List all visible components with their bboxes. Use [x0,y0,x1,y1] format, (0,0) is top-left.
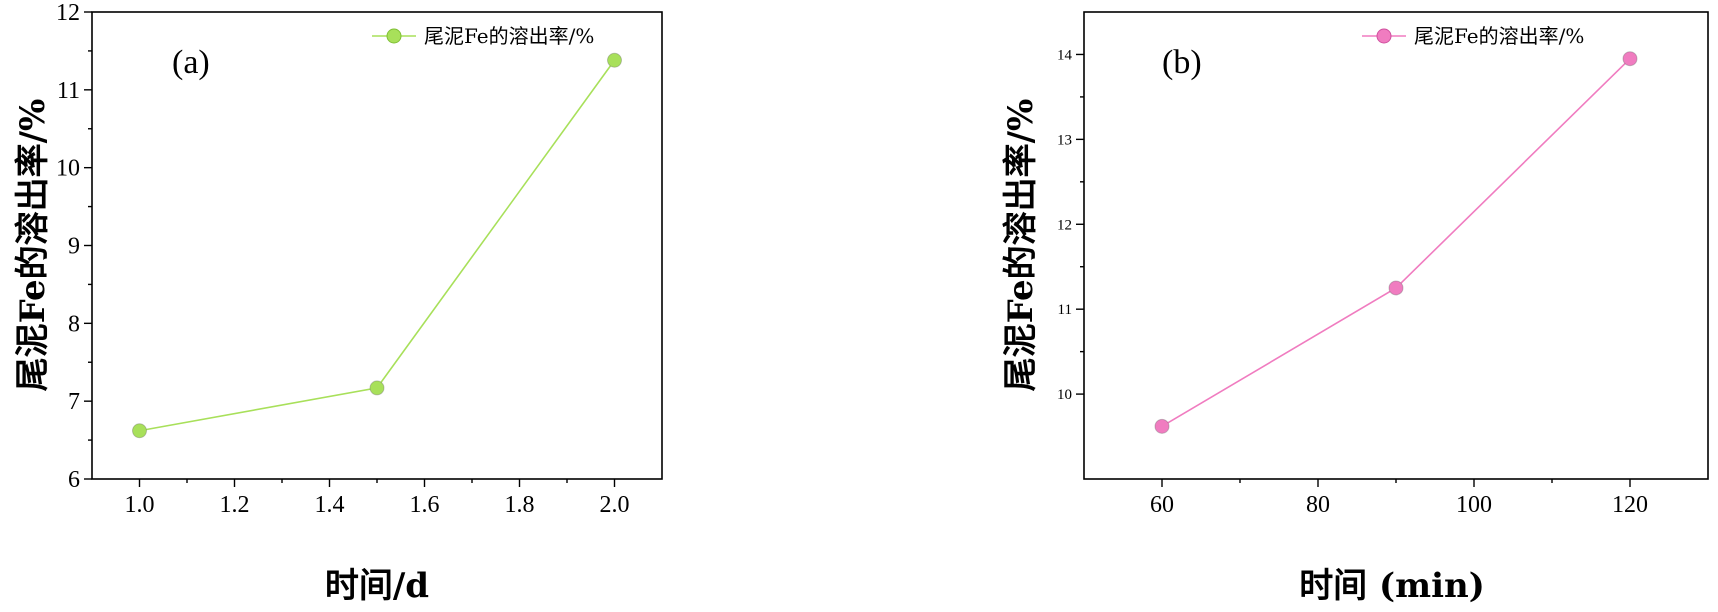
chart-b-y-tick-label-1: 11 [1058,302,1072,318]
chart-a-point-0 [132,423,147,439]
chart-a-y-tick-label-4: 10 [56,156,80,182]
chart-a-x-axis-label: 时间/d [325,566,429,606]
chart-a-legend: 尾泥Fe的溶出率/% [372,24,594,48]
chart-a-x-tick-label-3: 1.6 [410,492,440,518]
chart-b-y-axis-label: 尾泥Fe的溶出率/% [1001,99,1041,392]
chart-b-legend-marker [1376,28,1392,44]
chart-b-y-tick-label-3: 13 [1057,132,1072,148]
chart-a-plot-frame [91,11,663,480]
chart-a-y-tick-label-2: 8 [68,311,80,337]
chart-a-x-tick-label-1: 1.2 [220,492,250,518]
chart-a-y-tick-label-6: 12 [56,0,80,26]
chart-b-plot-frame [1083,11,1709,480]
chart-b-panel-label: (b) [1162,44,1202,81]
chart-a-y-tick-label-5: 11 [57,78,80,104]
chart-a-y-tick-label-0: 6 [68,467,80,493]
chart-a-point-2 [607,52,622,68]
chart-b-point-1 [1388,280,1404,296]
chart-a-legend-label: 尾泥Fe的溶出率/% [424,24,594,48]
chart-b-point-0 [1154,418,1170,434]
chart-a-y-tick-label-1: 7 [68,389,80,415]
chart-a-x-tick-label-4: 1.8 [505,492,535,518]
chart-a-x-tick-label-2: 1.4 [315,492,345,518]
chart-b: (b) 时间 (min) 尾泥Fe的溶出率/% 尾泥Fe的溶出率/% 60 80 1… [1001,11,1709,606]
chart-a-x-tick-label-5: 2.0 [600,492,630,518]
chart-b-y-tick-label-2: 12 [1057,217,1072,233]
chart-a-y-tick-label-3: 9 [68,234,80,260]
chart-a-point-1 [369,380,385,396]
chart-a-panel-label: (a) [172,44,210,81]
chart-b-series-line-0 [1161,58,1631,428]
chart-a-series-line-0 [139,59,616,432]
chart-b-x-axis-label: 时间 (min) [1299,566,1485,606]
chart-b-legend: 尾泥Fe的溶出率/% [1362,24,1584,48]
chart-b-x-tick-label-0: 60 [1150,492,1174,518]
chart-b-x-tick-label-1: 80 [1306,492,1330,518]
chart-b-point-2 [1622,51,1638,67]
chart-a-y-axis-label: 尾泥Fe的溶出率/% [13,99,53,392]
chart-b-y-tick-label-4: 14 [1057,47,1073,63]
chart-a-legend-marker [386,28,402,44]
chart-a-x-tick-label-0: 1.0 [125,492,155,518]
chart-b-x-tick-label-2: 100 [1456,492,1492,518]
chart-b-y-tick-label-0: 10 [1057,387,1072,403]
chart-b-x-tick-label-3: 120 [1612,492,1648,518]
chart-b-legend-label: 尾泥Fe的溶出率/% [1414,24,1584,48]
chart-a: (a) 时间/d 尾泥Fe的溶出率/% 尾泥Fe的溶出率/% 1.0 1.2 1.4… [13,0,663,606]
